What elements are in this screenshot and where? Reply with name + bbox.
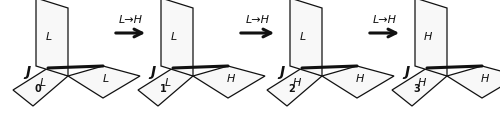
- Text: L: L: [102, 74, 108, 84]
- Text: H: H: [292, 78, 300, 88]
- Polygon shape: [322, 66, 394, 98]
- Polygon shape: [161, 0, 193, 76]
- Text: L: L: [46, 32, 52, 42]
- Polygon shape: [392, 68, 447, 106]
- Text: L: L: [300, 32, 306, 42]
- Polygon shape: [36, 0, 68, 76]
- Text: L→H: L→H: [246, 15, 270, 25]
- Text: H: H: [480, 74, 488, 84]
- Text: 3: 3: [414, 84, 420, 94]
- Text: H: H: [356, 74, 364, 84]
- Polygon shape: [267, 68, 322, 106]
- Polygon shape: [447, 66, 500, 98]
- Text: H: H: [226, 74, 234, 84]
- Text: 2: 2: [288, 84, 296, 94]
- Polygon shape: [68, 66, 140, 98]
- Text: J: J: [150, 65, 155, 79]
- Text: J: J: [404, 65, 409, 79]
- Polygon shape: [138, 68, 193, 106]
- Text: J: J: [279, 65, 284, 79]
- Polygon shape: [290, 0, 322, 76]
- Text: L: L: [40, 78, 46, 88]
- Text: L→H: L→H: [372, 15, 396, 25]
- Text: H: H: [418, 78, 426, 88]
- Text: L: L: [171, 32, 177, 42]
- Polygon shape: [13, 68, 68, 106]
- Text: L→H: L→H: [118, 15, 142, 25]
- Text: H: H: [424, 32, 432, 42]
- Polygon shape: [193, 66, 265, 98]
- Polygon shape: [415, 0, 447, 76]
- Text: J: J: [25, 65, 30, 79]
- Text: L: L: [164, 78, 170, 88]
- Text: 0: 0: [34, 84, 42, 94]
- Text: 1: 1: [160, 84, 166, 94]
